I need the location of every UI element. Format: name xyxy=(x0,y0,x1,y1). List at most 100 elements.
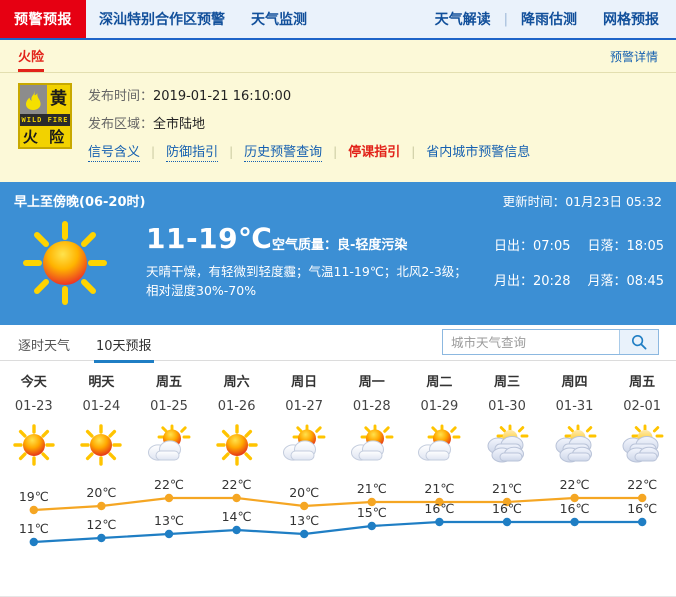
search-input[interactable] xyxy=(443,330,619,354)
weather-icon-sunny xyxy=(0,422,68,468)
today-description: 天晴干燥，有轻微到轻度霾；气温11-19℃；北风2-3级；相对湿度30%-70% xyxy=(146,264,467,299)
badge-top-row: 黄 xyxy=(20,85,70,115)
weather-icon-cloudy xyxy=(473,422,541,468)
top-nav-right-group: 天气解读 | 降雨估测 网格预报 xyxy=(422,0,672,38)
link-class-suspension-guideline[interactable]: 停课指引 xyxy=(348,145,401,160)
day-name: 周三 xyxy=(493,375,520,390)
chart-point xyxy=(300,529,309,539)
forecast-weather-icons-row xyxy=(0,414,676,468)
chart-point-label: 21℃ xyxy=(424,481,454,496)
forecast-day-headers: 今天 01-23 明天 01-24 周五 01-25 周六 01-26 周日 0… xyxy=(0,361,676,414)
day-column[interactable]: 周四 01-31 xyxy=(541,371,609,414)
sunrise-value: 07:05 xyxy=(533,239,571,254)
sunset-label: 日落： xyxy=(587,239,627,254)
warning-issue-time-line: 发布时间：2019-01-21 16:10:00 xyxy=(88,85,530,104)
warning-tab-fire-risk[interactable]: 火险 xyxy=(18,46,45,72)
chart-series-low: 11℃ 12℃ 13℃ 14℃ 13℃ 15℃ 16℃ 16℃ 16℃ 16℃ xyxy=(19,501,657,547)
link-separator: | xyxy=(411,144,416,159)
moonrise-label: 月出： xyxy=(494,274,534,289)
warning-issue-time-label: 发布时间： xyxy=(88,89,154,104)
chart-point-label: 15℃ xyxy=(357,505,387,520)
sunrise-sunset-row: 日出：07:05 日落：18:05 xyxy=(494,240,664,253)
forecast-section: 逐时天气 10天预报 今天 01-23 明天 01-24 周五 01-25 xyxy=(0,325,676,597)
warning-detail-link[interactable]: 预警详情 xyxy=(609,50,658,64)
chart-point xyxy=(164,529,174,539)
link-history-warning-query[interactable]: 历史预警查询 xyxy=(244,141,323,162)
day-column[interactable]: 周五 02-01 xyxy=(608,371,676,414)
day-date: 01-31 xyxy=(555,399,594,414)
chart-point xyxy=(435,497,444,507)
chart-point-label: 13℃ xyxy=(289,513,319,528)
chart-series-high: 19℃ 20℃ 22℃ 22℃ 20℃ 21℃ 21℃ 21℃ 22℃ 22℃ xyxy=(19,477,657,515)
badge-level-char: 黄 xyxy=(47,85,70,115)
warning-text-block: 发布时间：2019-01-21 16:10:00 发布区域：全市陆地 信号含义 … xyxy=(72,83,530,162)
today-update-time: 更新时间：01月23日 05:32 xyxy=(503,191,662,210)
today-temperature-range: 11-19℃ xyxy=(146,222,273,255)
day-name: 周五 xyxy=(155,375,182,390)
weather-icon-partly-cloudy xyxy=(270,422,338,468)
chart-line xyxy=(32,520,644,544)
day-column[interactable]: 今天 01-23 xyxy=(0,371,68,414)
day-date: 01-28 xyxy=(352,399,391,414)
weather-icon-cloudy xyxy=(541,422,609,468)
day-column[interactable]: 周日 01-27 xyxy=(270,371,338,414)
link-province-city-warning-info[interactable]: 省内城市预警信息 xyxy=(426,145,531,160)
search-icon[interactable] xyxy=(619,330,658,354)
weather-icon-sunny xyxy=(203,422,271,468)
sunrise-cell: 日出：07:05 xyxy=(494,240,580,253)
link-defense-guideline[interactable]: 防御指引 xyxy=(166,141,219,162)
weather-icon-partly-cloudy xyxy=(135,422,203,468)
chart-point-label: 16℃ xyxy=(627,501,657,516)
chart-point-label: 19℃ xyxy=(19,489,49,504)
fire-warning-badge-icon: 黄 WILD FIRE 火 险 xyxy=(18,83,72,149)
chart-point xyxy=(232,493,241,503)
chart-point-label: 12℃ xyxy=(86,517,116,532)
nav-item-weather-interpretation[interactable]: 天气解读 xyxy=(434,12,491,28)
nav-item-warning-forecast[interactable]: 预警预报 xyxy=(0,0,86,38)
day-name: 今天 xyxy=(20,375,47,390)
day-column[interactable]: 周三 01-30 xyxy=(473,371,541,414)
link-separator: | xyxy=(229,144,234,159)
day-column[interactable]: 周六 01-26 xyxy=(203,371,271,414)
tab-hourly-weather[interactable]: 逐时天气 xyxy=(18,339,71,354)
day-date: 01-29 xyxy=(420,399,459,414)
day-column[interactable]: 明天 01-24 xyxy=(68,371,136,414)
day-column[interactable]: 周一 01-28 xyxy=(338,371,406,414)
nav-item-shenshan-warning[interactable]: 深汕特别合作区预警 xyxy=(99,12,225,28)
warning-body: 黄 WILD FIRE 火 险 发布时间：2019-01-21 16:10:00… xyxy=(0,73,676,162)
chart-point xyxy=(97,501,106,511)
chart-point xyxy=(435,517,444,527)
chart-point xyxy=(638,517,647,527)
sunset-cell: 日落：18:05 xyxy=(580,240,664,253)
flame-icon xyxy=(20,85,47,115)
day-column[interactable]: 周二 01-29 xyxy=(406,371,474,414)
tab-10day-forecast[interactable]: 10天预报 xyxy=(94,335,154,363)
day-column[interactable]: 周五 01-25 xyxy=(135,371,203,414)
day-date: 01-25 xyxy=(150,399,188,414)
chart-point-label: 21℃ xyxy=(492,481,522,496)
nav-item-rainfall-estimate[interactable]: 降雨估测 xyxy=(521,12,577,28)
day-date: 01-24 xyxy=(82,399,121,414)
day-date: 01-30 xyxy=(488,399,526,414)
day-name: 明天 xyxy=(88,375,115,390)
chart-point xyxy=(300,501,309,511)
forecast-tab-row: 逐时天气 10天预报 xyxy=(0,325,676,363)
city-search-box xyxy=(442,329,659,355)
link-separator: | xyxy=(151,144,156,159)
day-name: 周六 xyxy=(223,375,250,390)
link-signal-meaning[interactable]: 信号含义 xyxy=(88,141,141,162)
day-name: 周二 xyxy=(426,375,453,390)
nav-item-weather-monitoring[interactable]: 天气监测 xyxy=(251,12,307,28)
chart-point-label: 20℃ xyxy=(289,485,319,500)
chart-point xyxy=(367,521,376,531)
chart-point-label: 11℃ xyxy=(19,521,49,536)
moonset-value: 08:45 xyxy=(626,274,664,289)
day-name: 周四 xyxy=(561,375,588,390)
badge-english-label: WILD FIRE xyxy=(20,114,70,126)
chart-point xyxy=(502,497,512,507)
air-quality-value: 良-轻度污染 xyxy=(337,238,408,253)
chart-line xyxy=(32,496,644,512)
nav-item-grid-forecast[interactable]: 网格预报 xyxy=(603,12,659,28)
sunrise-label: 日出： xyxy=(494,239,534,254)
chart-point xyxy=(232,525,241,535)
